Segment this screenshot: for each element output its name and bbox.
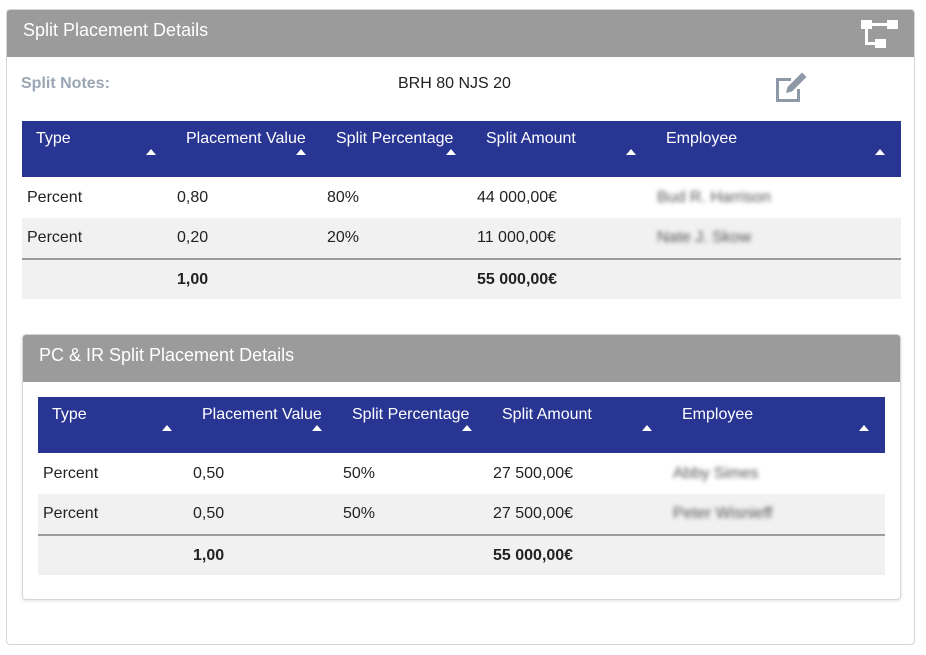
cell-placement-value: 0,50 <box>193 464 225 482</box>
sort-caret-icon[interactable] <box>462 425 472 431</box>
sort-caret-icon[interactable] <box>626 149 636 155</box>
sort-caret-icon[interactable] <box>642 425 652 431</box>
column-header-employee[interactable]: Employee <box>652 121 901 177</box>
column-header-placement-value[interactable]: Placement Value <box>188 397 338 453</box>
sort-caret-icon[interactable] <box>446 149 456 155</box>
split-placement-table: Type Placement Value Split Percentage Sp… <box>22 121 901 299</box>
cell-split-percentage: 80% <box>327 188 360 206</box>
table-row: Percent 0,20 20% 11 000,00€ Nate J. Skow <box>22 218 901 259</box>
column-header-placement-value[interactable]: Placement Value <box>172 121 322 177</box>
sort-caret-icon[interactable] <box>296 149 306 155</box>
pc-ir-split-table: Type Placement Value Split Percentage Sp… <box>38 397 885 575</box>
cell-split-percentage: 50% <box>338 494 488 535</box>
sub-panel-header: PC & IR Split Placement Details <box>23 335 900 382</box>
sort-caret-icon[interactable] <box>312 425 322 431</box>
sort-caret-icon[interactable] <box>146 149 156 155</box>
cell-split-amount: 27 500,00€ <box>493 464 574 482</box>
employee-name: Bud R. Harrison <box>657 188 771 206</box>
cell-empty <box>338 534 488 575</box>
total-placement-value: 1,00 <box>188 534 338 575</box>
column-header-type[interactable]: Type <box>38 397 188 453</box>
table-header-row: Type Placement Value Split Percentage Sp… <box>38 397 885 453</box>
employee-name: Abby Simes <box>673 464 759 482</box>
panel-title: Split Placement Details <box>23 20 209 40</box>
table-header-row: Type Placement Value Split Percentage Sp… <box>22 121 901 177</box>
cell-employee: Peter Wisnieff <box>668 494 885 535</box>
column-header-type[interactable]: Type <box>22 121 172 177</box>
total-split-amount: 55 000,00€ <box>488 534 668 575</box>
total-placement-value: 1,00 <box>172 258 322 299</box>
split-placement-panel: Split Placement Details Split Notes: BRH… <box>6 9 915 645</box>
cell-split-percentage: 20% <box>322 218 472 259</box>
total-row: 1,00 55 000,00€ <box>22 258 901 299</box>
table-row: Percent 0,80 80% 44 000,00€ Bud R. Harri… <box>22 177 901 218</box>
cell-employee: Bud R. Harrison <box>652 177 901 218</box>
cell-placement-value: 0,50 <box>188 494 338 535</box>
cell-split-amount: 44 000,00€ <box>477 188 558 206</box>
table-row: Percent 0,50 50% 27 500,00€ Abby Simes <box>38 453 885 494</box>
column-header-split-amount[interactable]: Split Amount <box>488 397 668 453</box>
cell-empty <box>668 534 885 575</box>
employee-name: Nate J. Skow <box>657 229 752 246</box>
cell-empty <box>22 258 172 299</box>
total-row: 1,00 55 000,00€ <box>38 534 885 575</box>
sort-caret-icon[interactable] <box>875 149 885 155</box>
total-split-amount: 55 000,00€ <box>472 258 652 299</box>
cell-employee: Abby Simes <box>668 453 885 494</box>
edit-pencil-icon[interactable] <box>773 70 809 104</box>
cell-type: Percent <box>27 188 83 206</box>
column-header-split-amount[interactable]: Split Amount <box>472 121 652 177</box>
cell-empty <box>652 258 901 299</box>
sub-panel-title: PC & IR Split Placement Details <box>39 345 295 365</box>
cell-empty <box>322 258 472 299</box>
cell-split-percentage: 50% <box>343 464 376 482</box>
cell-type: Percent <box>22 218 172 259</box>
cell-empty <box>38 534 188 575</box>
cell-type: Percent <box>43 464 99 482</box>
panel-header: Split Placement Details <box>7 10 914 57</box>
column-header-split-percentage[interactable]: Split Percentage <box>338 397 488 453</box>
hierarchy-tree-icon[interactable] <box>860 18 900 50</box>
cell-split-amount: 27 500,00€ <box>488 494 668 535</box>
cell-split-amount: 11 000,00€ <box>472 218 652 259</box>
sort-caret-icon[interactable] <box>162 425 172 431</box>
column-header-split-percentage[interactable]: Split Percentage <box>322 121 472 177</box>
split-notes-value: BRH 80 NJS 20 <box>398 75 511 92</box>
employee-name: Peter Wisnieff <box>673 505 773 522</box>
split-notes-label: Split Notes: <box>21 75 110 92</box>
table-row: Percent 0,50 50% 27 500,00€ Peter Wisnie… <box>38 494 885 535</box>
cell-employee: Nate J. Skow <box>652 218 901 259</box>
cell-type: Percent <box>38 494 188 535</box>
cell-placement-value: 0,80 <box>177 188 209 206</box>
sort-caret-icon[interactable] <box>859 425 869 431</box>
pc-ir-split-panel: PC & IR Split Placement Details Type Pla… <box>22 334 901 600</box>
split-notes-row: Split Notes: BRH 80 NJS 20 <box>21 72 901 112</box>
column-header-employee[interactable]: Employee <box>668 397 885 453</box>
cell-placement-value: 0,20 <box>172 218 322 259</box>
